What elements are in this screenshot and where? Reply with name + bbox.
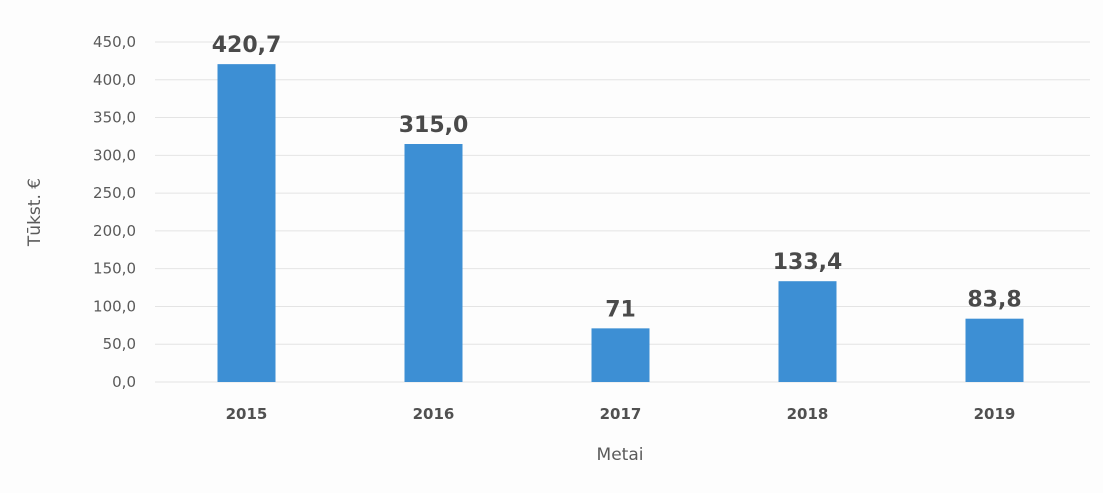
x-tick-label-2019: 2019 xyxy=(974,405,1016,423)
x-axis-title: Metai xyxy=(597,445,644,465)
y-tick-label: 150,0 xyxy=(93,260,136,278)
data-labels: 420,7 315,0 71 133,4 83,8 xyxy=(212,33,1022,322)
data-label-2018: 133,4 xyxy=(773,250,843,275)
x-tick-label-2018: 2018 xyxy=(787,405,829,423)
y-tick-label: 300,0 xyxy=(93,146,136,164)
y-tick-label: 200,0 xyxy=(93,222,136,240)
y-tick-label: 250,0 xyxy=(93,184,136,202)
x-tick-label-2016: 2016 xyxy=(413,405,455,423)
y-axis-ticks: 0,0 50,0 100,0 150,0 200,0 250,0 300,0 350,0 400… xyxy=(93,33,136,391)
x-tick-label-2015: 2015 xyxy=(226,405,268,423)
data-label-2015: 420,7 xyxy=(212,33,282,58)
x-tick-label-2017: 2017 xyxy=(600,405,642,423)
bar-2015 xyxy=(217,64,276,382)
data-label-2017: 71 xyxy=(605,297,636,322)
gridlines xyxy=(155,41,1090,383)
bar-2018 xyxy=(778,281,837,382)
x-axis-ticks: 2015 2016 2017 2018 2019 xyxy=(226,405,1016,423)
bar-2017 xyxy=(591,328,650,382)
y-tick-label: 50,0 xyxy=(103,335,136,353)
bar-2016 xyxy=(404,144,463,382)
data-label-2019: 83,8 xyxy=(967,288,1021,313)
y-tick-label: 450,0 xyxy=(93,33,136,51)
data-label-2016: 315,0 xyxy=(399,113,469,138)
y-tick-label: 400,0 xyxy=(93,71,136,89)
y-tick-label: 0,0 xyxy=(112,373,136,391)
y-axis-title: Tūkst. € xyxy=(25,178,45,247)
y-tick-label: 350,0 xyxy=(93,109,136,127)
y-tick-label: 100,0 xyxy=(93,297,136,315)
bar-2019 xyxy=(965,318,1024,382)
bars xyxy=(217,64,1024,382)
